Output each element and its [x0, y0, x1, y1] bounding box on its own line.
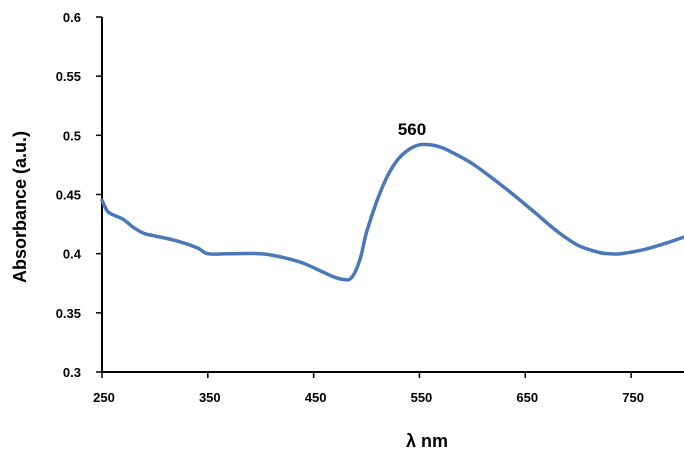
y-tick-label: 0.4: [63, 247, 82, 262]
peak-annotation: 560: [398, 120, 426, 139]
x-tick-label: 350: [199, 390, 221, 405]
y-tick-label: 0.35: [56, 306, 81, 321]
absorbance-spectrum-line: [100, 142, 684, 282]
x-tick-label: 650: [516, 390, 538, 405]
y-tick-label: 0.55: [56, 69, 81, 84]
x-tick-label: 750: [622, 390, 644, 405]
x-axis: 250 350 450 550 650 750: [93, 371, 684, 405]
y-tick-label: 0.6: [63, 10, 81, 25]
y-tick-label: 0.5: [63, 128, 81, 143]
y-axis: 0.3 0.35 0.4 0.45 0.5 0.55 0.6: [56, 10, 103, 380]
x-tick-label: 450: [305, 390, 327, 405]
x-tick-label: 550: [411, 390, 433, 405]
x-axis-title: λ nm: [406, 431, 448, 449]
x-tick-label: 250: [93, 390, 115, 405]
y-axis-title: Absorbance (a.u.): [10, 131, 30, 283]
y-tick-label: 0.3: [63, 365, 81, 380]
y-tick-label: 0.45: [56, 188, 81, 203]
series-group: [100, 142, 684, 282]
